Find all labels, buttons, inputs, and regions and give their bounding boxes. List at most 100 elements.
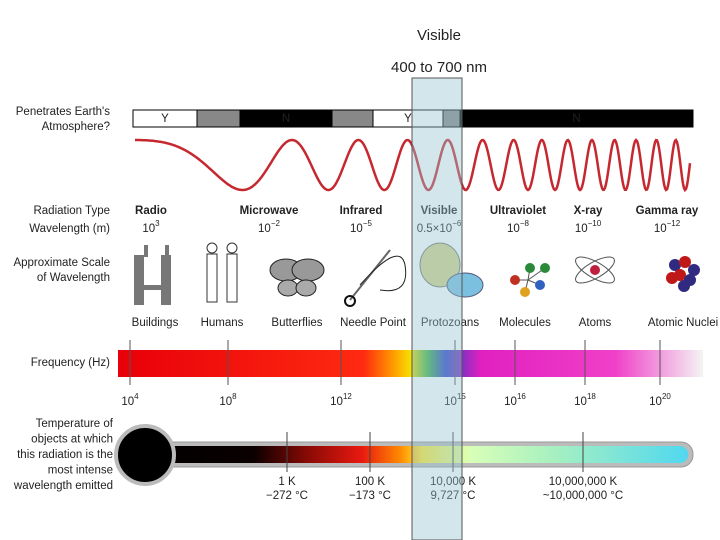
row-label: Radiation Type [33,205,110,217]
frequency-label-exp: 16 [517,392,526,401]
frequency-label-base: 10 [121,396,134,408]
wavelength-exp: −2 [271,219,281,228]
atmosphere-label: N [572,113,580,125]
kelvin-label: 1 K [278,476,296,488]
atmosphere-label: Y [161,113,169,125]
icon [590,265,600,275]
wavelength-base: 10 [142,223,155,235]
scale-label: Needle Point [340,317,407,329]
row-label: Atmosphere? [42,121,110,133]
icon [226,242,238,254]
wavelength-base: 10 [258,223,271,235]
wavelength-exp: −10 [588,219,602,228]
row-label: Penetrates Earth's [16,106,110,118]
icon [206,242,218,254]
wavelength: 0.5×10−6 [417,219,462,235]
radiation-type: Visible [421,205,458,217]
atmosphere-label: Y [404,113,412,125]
scale-label: Atomic Nuclei [648,317,718,329]
celsius-label: ~10,000,000 °C [543,490,623,502]
row-label: Wavelength (m) [29,223,110,235]
frequency-bar [118,350,703,377]
radiation-type: Gamma ray [636,205,699,217]
celsius-label: −272 °C [266,490,308,502]
wavelength-exp: −12 [667,219,681,228]
icon [525,263,535,273]
thermometer-bulb [114,424,176,486]
celsius-label: −173 °C [349,490,391,502]
wavelength: 10−12 [654,219,681,235]
icon [535,280,545,290]
icon [161,255,171,305]
radiation-type: Radio [135,205,167,217]
icon [134,255,144,305]
row-label: of Wavelength [37,272,110,284]
row-label: Frequency (Hz) [31,357,110,369]
radiation-type: Infrared [340,205,383,217]
thermometer-fill [145,446,688,463]
frequency-label-exp: 4 [134,392,139,401]
radiation-type: Ultraviolet [490,205,546,217]
atmosphere-label: N [282,113,290,125]
radiation-type: Microwave [240,205,299,217]
radiation-type: X-ray [574,205,603,217]
wavelength-base: 10 [654,223,667,235]
icon [446,272,484,298]
scale-label: Protozoans [421,317,479,329]
wavelength: 10−8 [507,219,529,235]
frequency-label-base: 10 [330,396,343,408]
atmosphere-segment [196,109,241,128]
content: Penetrates Earth's Atmosphere? Y N Y N Radiati… [13,106,718,502]
icon [679,256,691,268]
wavelength-exp: −6 [452,219,462,228]
frequency-label-base: 10 [649,396,662,408]
wavelength-base: 10 [350,223,363,235]
celsius-label: 9,727 °C [431,490,476,502]
frequency-label-base: 10 [219,396,232,408]
scale-label: Buildings [132,317,179,329]
atmosphere-segment [459,109,694,128]
icon [344,295,356,307]
wavelength-exp: −5 [363,219,373,228]
icon [165,245,169,257]
row-label: objects at which [31,434,113,446]
icon [575,256,615,284]
wavelength-base: 0.5×10 [417,223,453,235]
icon [575,256,615,284]
icon [688,264,700,276]
icon [669,259,681,271]
icon [277,279,299,297]
frequency-label: 1016 [504,392,526,408]
row-label: this radiation is the [17,449,113,461]
wavelength-exp: −8 [520,219,530,228]
icon [226,253,238,303]
frequency-label: 104 [121,392,139,408]
icon [144,245,148,257]
visible-band [411,77,463,540]
icon [540,263,550,273]
icon [206,253,218,303]
scale-label: Humans [201,317,244,329]
scale-label: Atoms [579,317,612,329]
frequency-label-base: 10 [444,396,457,408]
icon [678,280,690,292]
wavelength: 10−10 [575,219,602,235]
icon [419,242,461,288]
frequency-label-base: 10 [574,396,587,408]
row-label: Approximate Scale [13,257,110,269]
scale-label: Molecules [499,317,551,329]
frequency-label-exp: 18 [587,392,596,401]
icon [142,285,162,290]
wavelength: 10−5 [350,219,372,235]
wavelength-base: 10 [507,223,520,235]
frequency-label: 1020 [649,392,671,408]
visible-title: Visible [417,27,461,44]
atmosphere-segment [331,109,374,128]
frequency-label-base: 10 [504,396,517,408]
wavelength-base: 10 [575,223,588,235]
kelvin-label: 10,000,000 K [549,476,618,488]
icon [291,258,325,282]
row-label: most intense [48,465,113,477]
kelvin-label: 10,000 K [430,476,476,488]
